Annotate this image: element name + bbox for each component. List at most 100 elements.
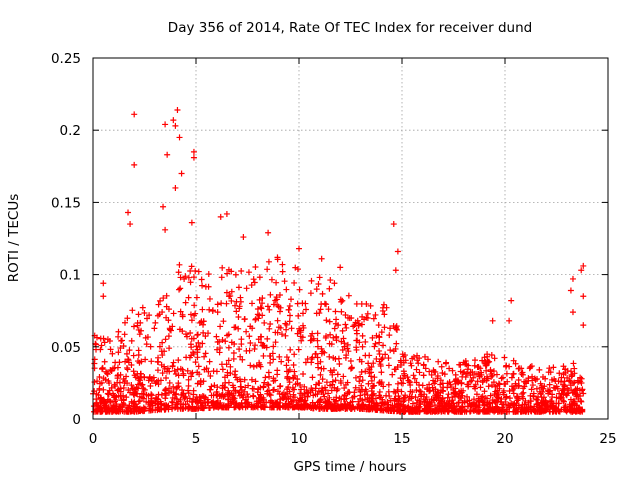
data-point xyxy=(512,360,519,367)
data-point xyxy=(548,376,555,383)
data-point xyxy=(528,386,535,393)
data-point xyxy=(398,388,405,395)
data-point xyxy=(170,117,177,124)
data-point xyxy=(312,350,319,357)
data-point xyxy=(280,395,287,402)
data-point xyxy=(224,369,231,376)
data-point xyxy=(188,219,195,226)
data-point xyxy=(190,274,197,281)
data-point xyxy=(184,367,191,374)
data-point xyxy=(358,300,365,307)
data-point xyxy=(394,364,401,371)
data-point xyxy=(319,290,326,297)
data-point xyxy=(276,404,283,411)
data-point xyxy=(170,310,177,317)
data-point xyxy=(376,388,383,395)
data-point xyxy=(261,403,268,410)
data-point xyxy=(432,378,439,385)
data-point xyxy=(358,382,365,389)
data-point xyxy=(323,379,330,386)
data-point xyxy=(381,324,388,331)
data-point xyxy=(124,366,131,373)
data-point xyxy=(217,213,224,220)
data-point xyxy=(180,393,187,400)
data-point xyxy=(299,392,306,399)
data-point xyxy=(224,396,231,403)
data-point xyxy=(389,371,396,378)
data-point xyxy=(162,226,169,233)
data-point xyxy=(277,304,284,311)
data-point xyxy=(182,299,189,306)
data-point xyxy=(384,398,391,405)
data-point xyxy=(426,368,433,375)
data-point xyxy=(257,391,264,398)
data-point xyxy=(462,357,469,364)
data-point xyxy=(266,306,273,313)
data-point xyxy=(425,408,432,415)
data-point xyxy=(310,335,317,342)
data-point xyxy=(307,290,314,297)
data-point xyxy=(247,340,254,347)
data-point xyxy=(114,372,121,379)
data-point xyxy=(200,321,207,328)
data-point xyxy=(187,268,194,275)
data-point xyxy=(563,392,570,399)
data-point xyxy=(388,408,395,415)
data-point xyxy=(446,403,453,410)
data-point xyxy=(553,394,560,401)
data-point xyxy=(362,386,369,393)
data-point xyxy=(346,404,353,411)
x-tick-label: 0 xyxy=(89,431,98,447)
data-point xyxy=(219,366,226,373)
data-point xyxy=(185,382,192,389)
data-point xyxy=(426,398,433,405)
data-point xyxy=(166,326,173,333)
data-point xyxy=(438,397,445,404)
data-point xyxy=(299,322,306,329)
data-point xyxy=(148,392,155,399)
data-point xyxy=(541,383,548,390)
data-point xyxy=(434,389,441,396)
data-point xyxy=(115,328,122,335)
data-point xyxy=(134,358,141,365)
data-point xyxy=(361,391,368,398)
data-point xyxy=(128,382,135,389)
data-point xyxy=(314,391,321,398)
data-point xyxy=(274,371,281,378)
data-point xyxy=(491,407,498,414)
data-point xyxy=(539,402,546,409)
data-point xyxy=(475,404,482,411)
data-point xyxy=(309,374,316,381)
data-point xyxy=(249,300,256,307)
data-point xyxy=(155,301,162,308)
data-point xyxy=(452,385,459,392)
data-point xyxy=(315,388,322,395)
data-point xyxy=(542,375,549,382)
x-tick-label: 10 xyxy=(290,431,307,447)
data-point xyxy=(164,365,171,372)
data-point xyxy=(97,399,104,406)
data-point xyxy=(437,381,444,388)
data-point xyxy=(218,300,225,307)
data-point xyxy=(288,325,295,332)
data-point xyxy=(168,398,175,405)
data-point xyxy=(249,385,256,392)
data-point xyxy=(506,363,513,370)
data-point xyxy=(258,339,265,346)
data-point xyxy=(319,376,326,383)
data-point xyxy=(220,318,227,325)
data-point xyxy=(502,394,509,401)
data-point xyxy=(463,393,470,400)
data-point xyxy=(294,376,301,383)
data-point xyxy=(360,401,367,408)
axis-ticks xyxy=(92,57,609,420)
y-tick-label: 0.15 xyxy=(51,195,81,211)
data-point xyxy=(475,370,482,377)
data-point xyxy=(432,386,439,393)
data-point xyxy=(419,382,426,389)
data-point xyxy=(413,387,420,394)
data-point xyxy=(199,340,206,347)
data-point xyxy=(338,298,345,305)
data-point xyxy=(144,334,151,341)
data-point xyxy=(174,106,181,113)
